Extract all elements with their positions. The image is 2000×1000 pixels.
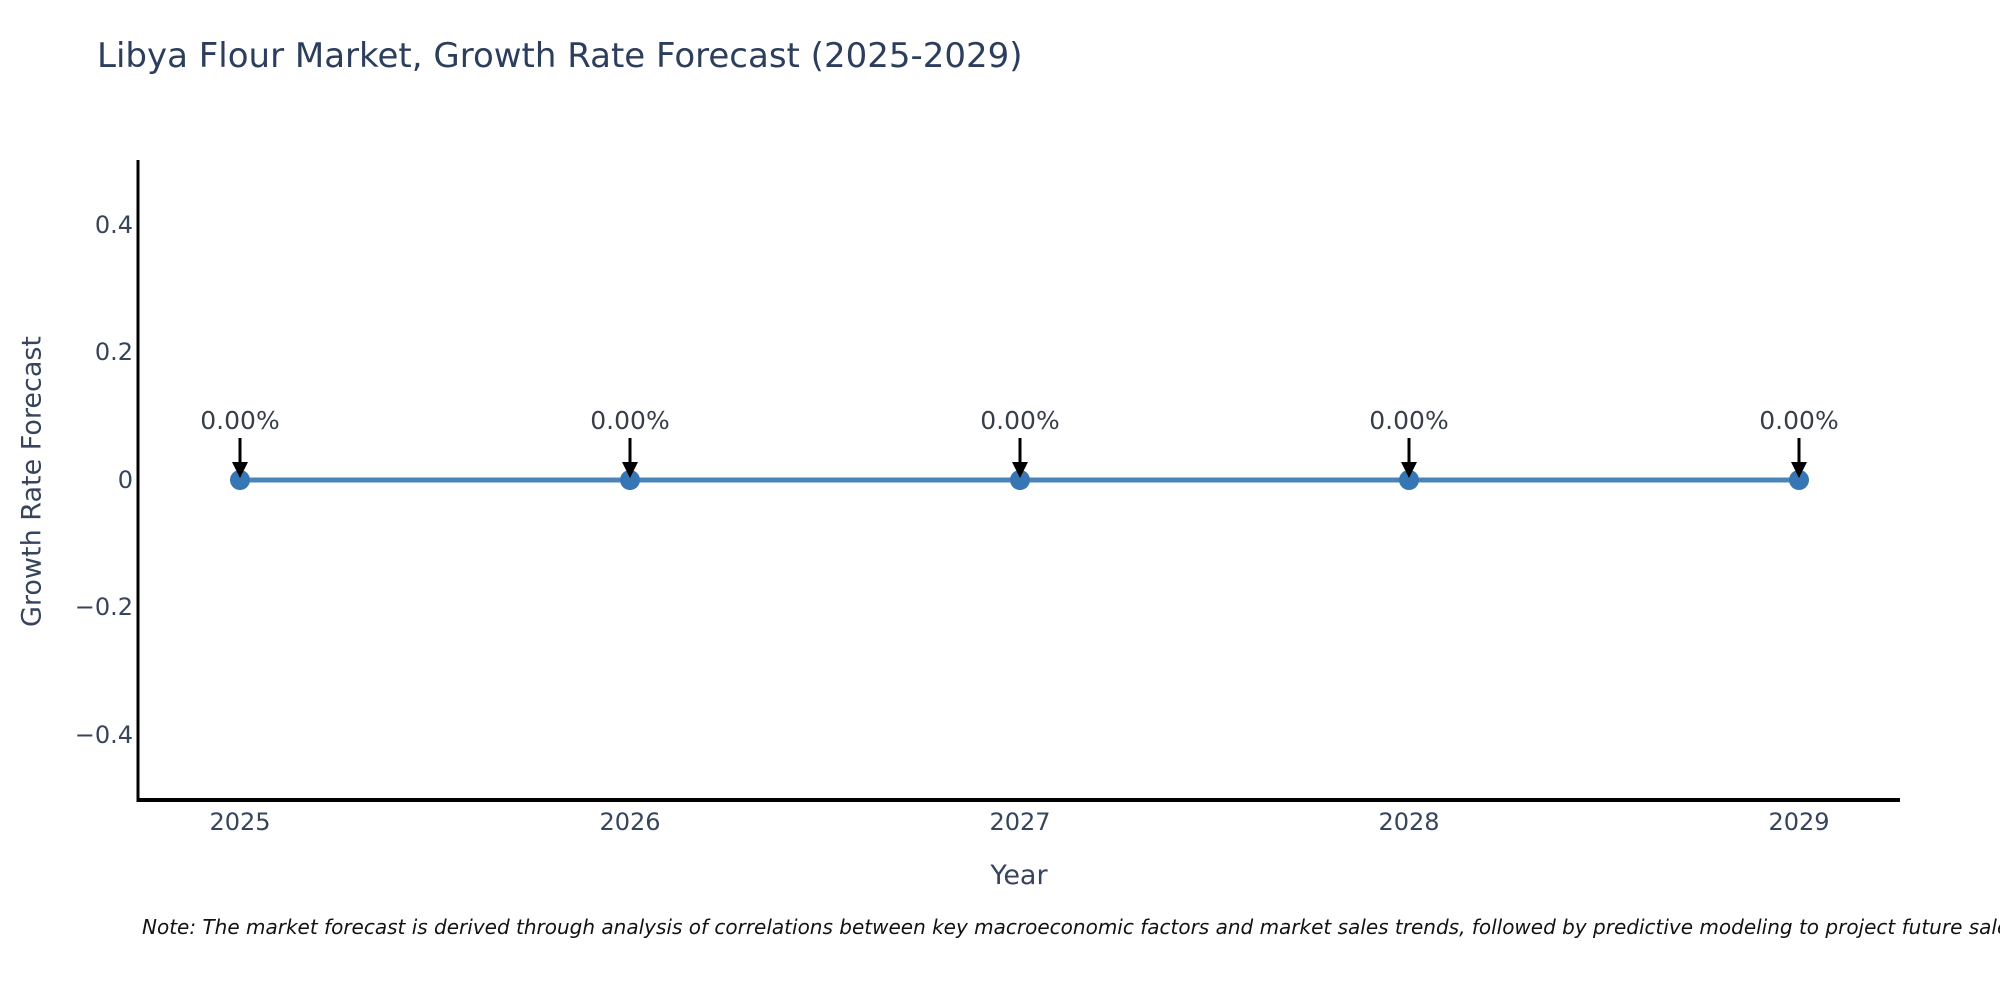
annotation-arrow-2026 <box>622 438 638 478</box>
x-tick-label: 2026 <box>599 808 661 836</box>
point-annotation: 0.00% <box>590 406 670 435</box>
annotation-arrow-2027 <box>1012 438 1028 478</box>
y-tick-label: −0.2 <box>74 593 133 621</box>
footnote: Note: The market forecast is derived thr… <box>142 915 2000 939</box>
chart-title: Libya Flour Market, Growth Rate Forecast… <box>97 36 1023 76</box>
point-annotation: 0.00% <box>1369 406 1449 435</box>
annotation-arrow-2028 <box>1401 438 1417 478</box>
annotation-arrow-2029 <box>1791 438 1807 478</box>
x-tick-label: 2027 <box>989 808 1051 836</box>
y-tick-label: 0.4 <box>94 211 133 239</box>
data-point-2025 <box>230 470 250 490</box>
y-tick-label: 0.2 <box>94 338 133 366</box>
data-point-2027 <box>1010 470 1030 490</box>
data-point-2029 <box>1789 470 1809 490</box>
annotation-arrow-2025 <box>232 438 248 478</box>
point-annotation: 0.00% <box>200 406 280 435</box>
x-tick-label: 2028 <box>1378 808 1440 836</box>
data-point-2026 <box>620 470 640 490</box>
y-tick-label: −0.4 <box>74 721 133 749</box>
point-annotation: 0.00% <box>980 406 1060 435</box>
point-annotation: 0.00% <box>1759 406 1839 435</box>
y-tick-label: 0 <box>117 466 133 494</box>
x-axis-title: Year <box>990 860 1048 891</box>
x-tick-label: 2025 <box>209 808 271 836</box>
data-point-2028 <box>1399 470 1419 490</box>
x-tick-label: 2029 <box>1768 808 1830 836</box>
